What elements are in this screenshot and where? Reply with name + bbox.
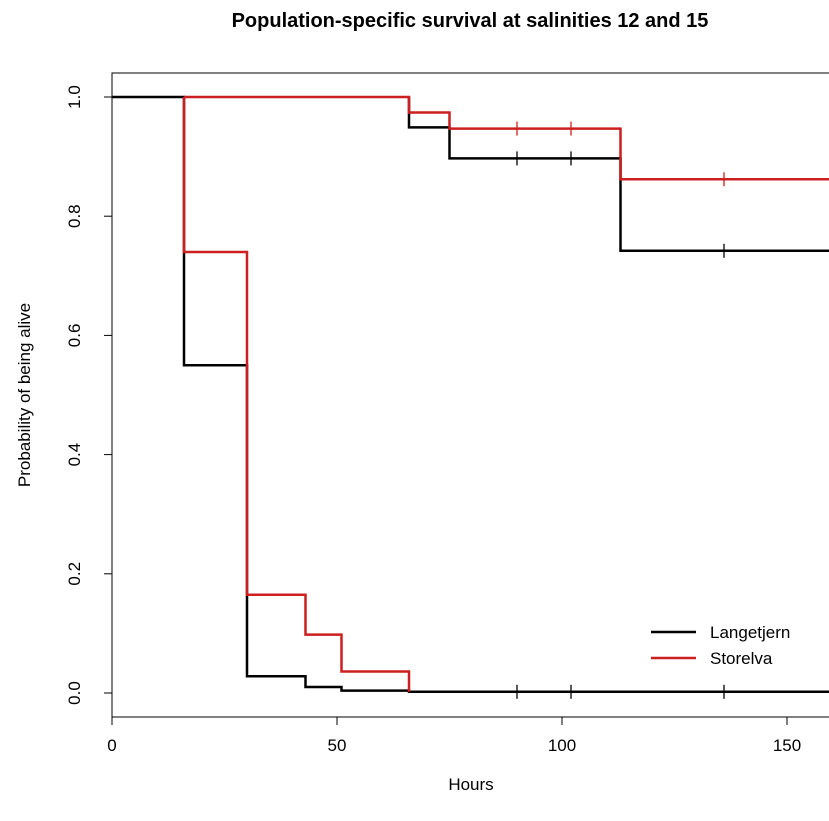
y-tick-label: 0.2 [65, 562, 84, 586]
x-axis-label: Hours [448, 775, 493, 794]
legend-label-storelva: Storelva [710, 649, 773, 668]
legend: Langetjern Storelva [651, 623, 790, 668]
series-line-langetjern-1 [407, 97, 829, 253]
y-tick-label: 0.4 [65, 443, 84, 467]
chart-title: Population-specific survival at saliniti… [232, 10, 709, 32]
y-tick-label: 1.0 [65, 85, 84, 109]
x-tick-label: 150 [773, 736, 801, 755]
y-tick-label: 0.0 [65, 681, 84, 705]
x-tick-label: 50 [328, 736, 347, 755]
series-line-storelva-3 [182, 97, 411, 692]
x-axis: 0 50 100 150 [107, 717, 801, 755]
y-tick-label: 0.6 [65, 324, 84, 348]
legend-label-langetjern: Langetjern [710, 623, 790, 642]
series-line-langetjern-0 [112, 95, 829, 694]
series-layer [112, 95, 829, 699]
plot-frame [111, 72, 829, 718]
y-axis-label: Probability of being alive [15, 303, 34, 487]
series-line-storelva-2 [184, 95, 829, 181]
y-tick-label: 0.8 [65, 204, 84, 228]
y-axis: 0.0 0.2 0.4 0.6 0.8 1.0 [65, 85, 112, 705]
x-tick-label: 0 [107, 736, 116, 755]
x-tick-label: 100 [548, 736, 576, 755]
